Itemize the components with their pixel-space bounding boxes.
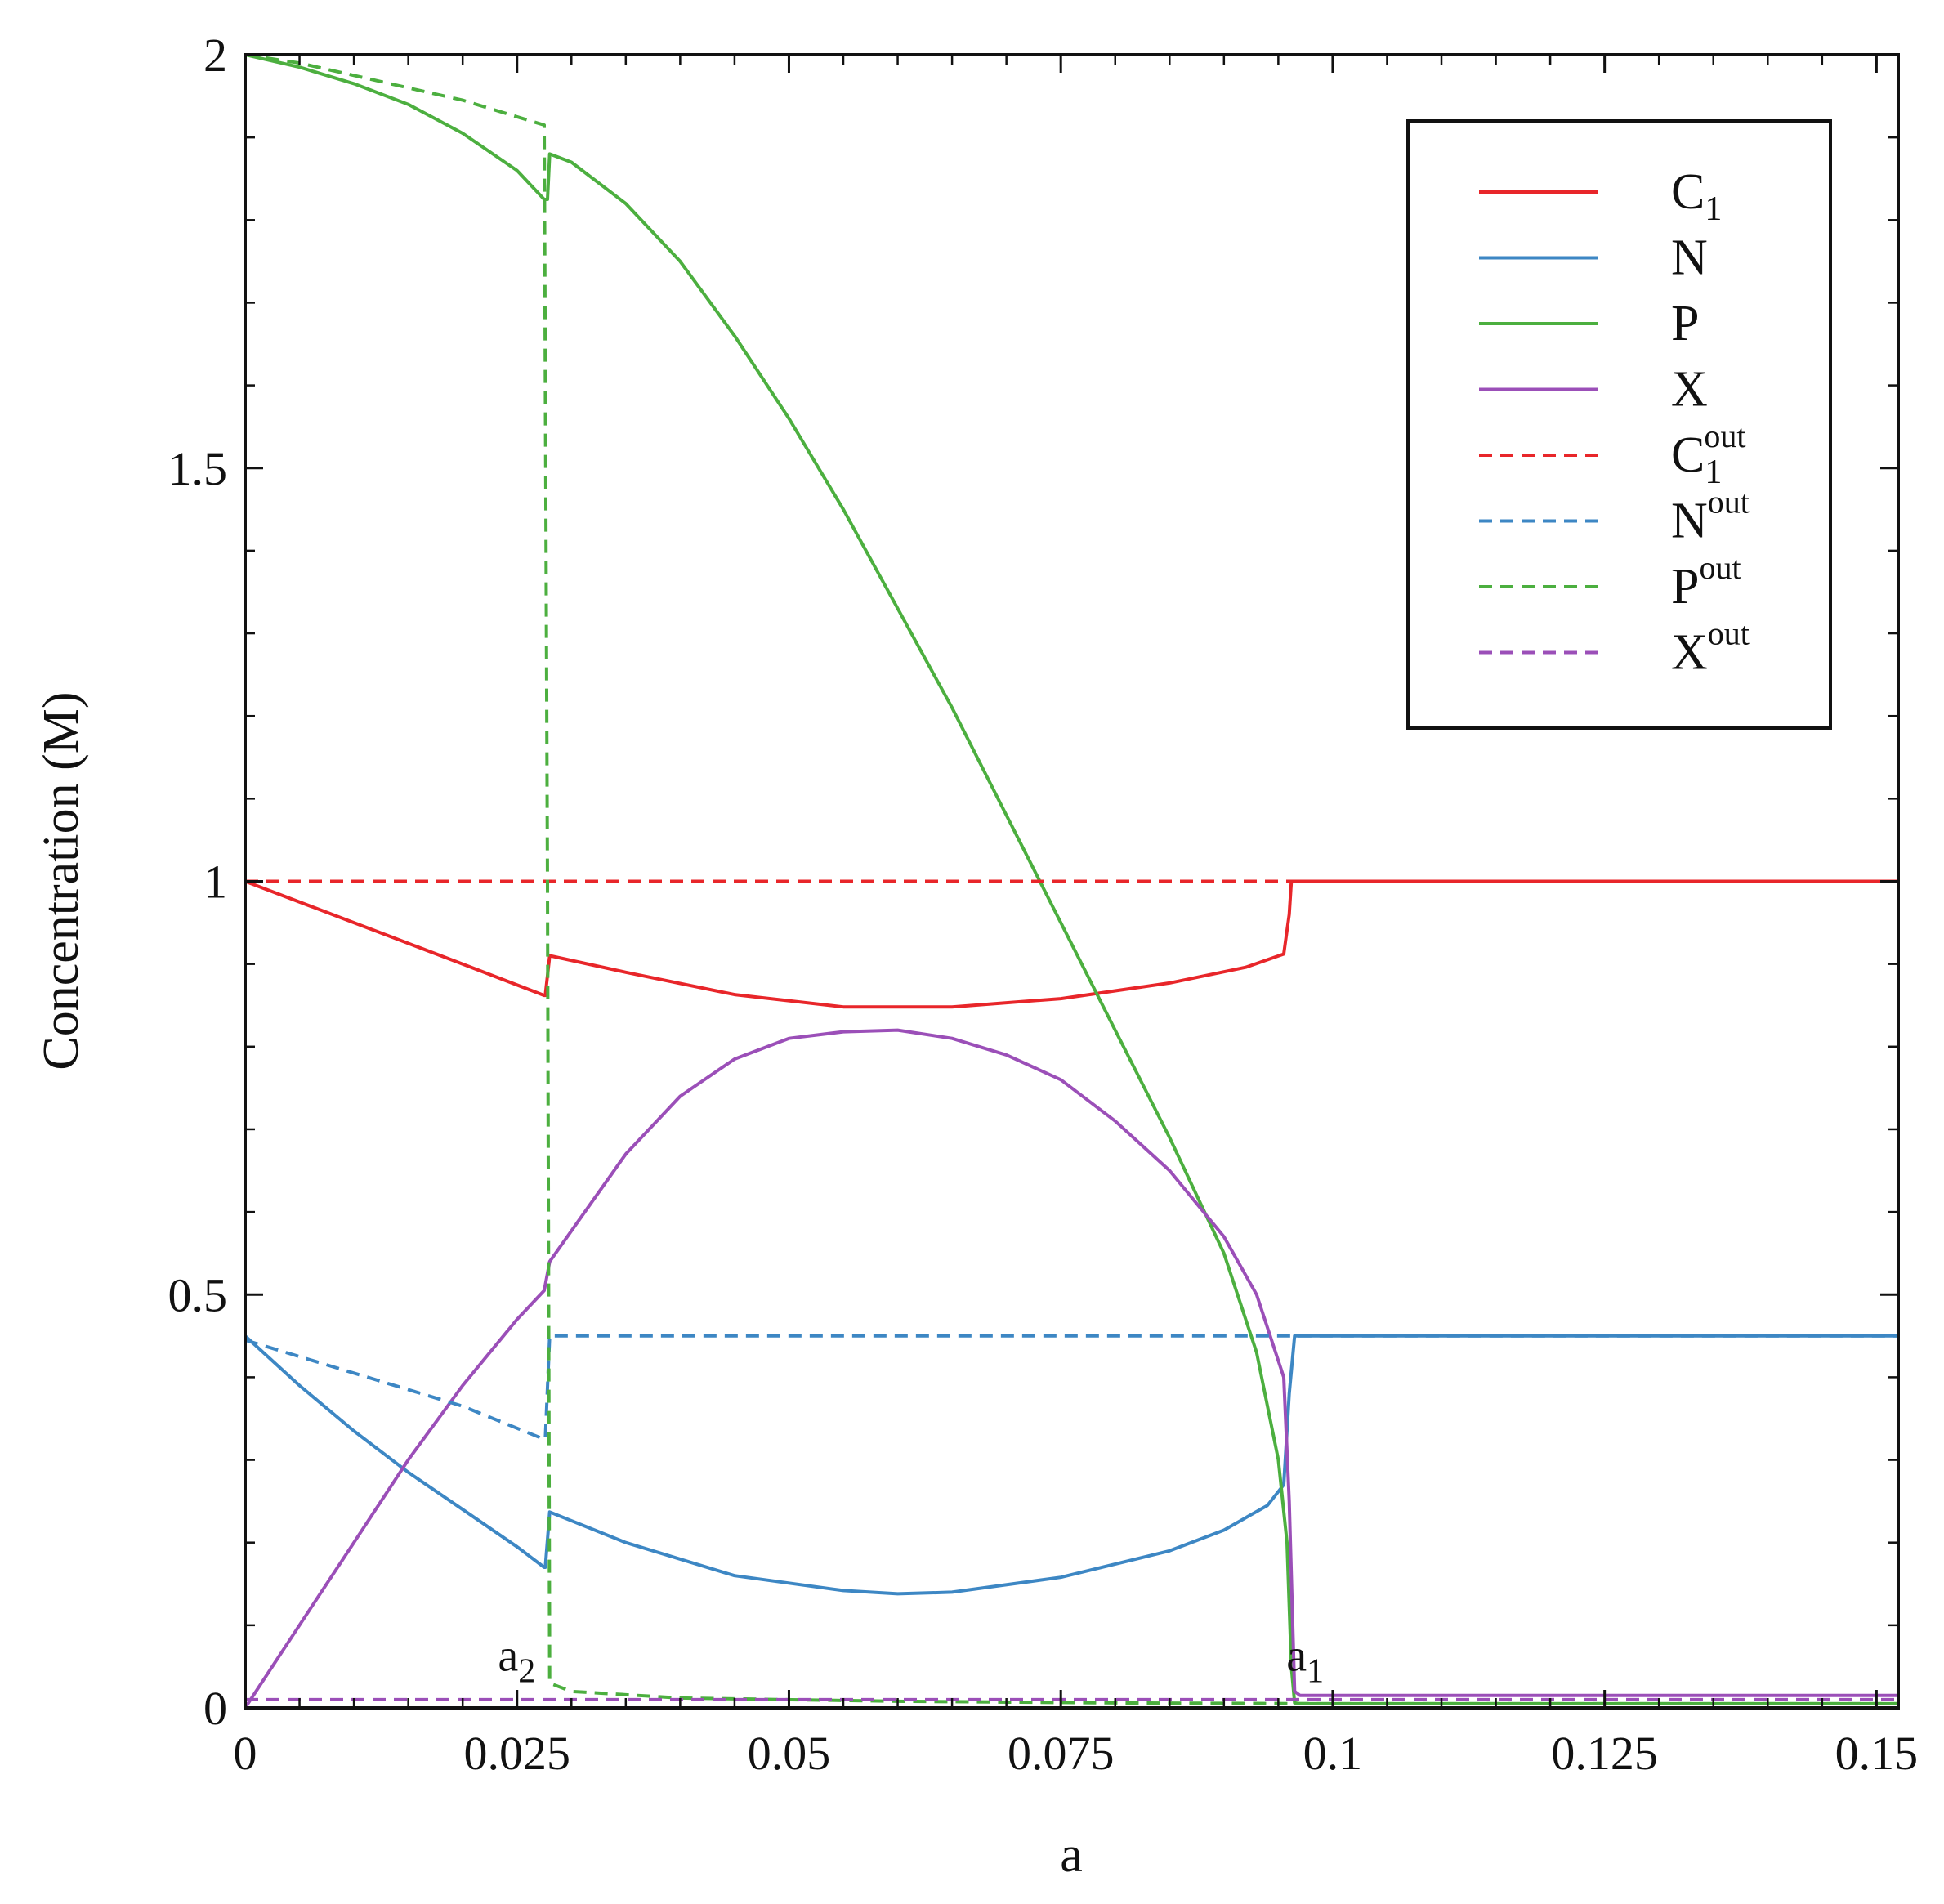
annotation-layer: a2 a1 [498,1631,1324,1691]
series-line-n-out [245,1334,1898,1441]
x-tick-label: 0.125 [1551,1727,1658,1780]
annotation-label: a2 [498,1631,535,1691]
series-line-p [245,55,1898,1705]
x-tick-label: 0.05 [748,1727,831,1780]
y-axis-label: Concentration (M) [34,691,89,1070]
y-tick-label: 1 [203,856,227,909]
x-tick-label: 0.1 [1303,1727,1363,1780]
legend-label: N [1671,230,1708,286]
x-tick-label: 0.15 [1835,1727,1919,1780]
series-line-p-out [245,55,1898,1705]
legend-label: C1out [1671,418,1745,491]
legend-label: Xout [1671,615,1750,681]
series-line-x [245,1028,1898,1708]
legend-label: Pout [1671,549,1741,615]
ticks-layer: 0 0.025 0.05 0.075 0.1 0.125 0.15 0 0.5 1 1.5 2 [168,29,1919,1780]
y-tick-label: 2 [203,29,227,82]
legend-box [1406,119,1832,730]
y-tick-label: 0 [203,1682,227,1735]
annotation-label: a1 [1286,1631,1324,1691]
x-tick-label: 0.075 [1008,1727,1115,1780]
x-tick-label: 0 [234,1727,257,1780]
x-tick-label: 0.025 [463,1727,570,1780]
legend-label: P [1671,296,1699,351]
legend-label: Nout [1671,484,1750,549]
series-line-n [245,1334,1898,1596]
series-layer [245,55,1898,1708]
x-axis-label: a [1060,1827,1083,1883]
legend-label: C1 [1671,164,1722,228]
y-tick-label: 0.5 [168,1268,228,1321]
legend-label: X [1671,362,1708,418]
y-tick-label: 1.5 [168,442,228,495]
